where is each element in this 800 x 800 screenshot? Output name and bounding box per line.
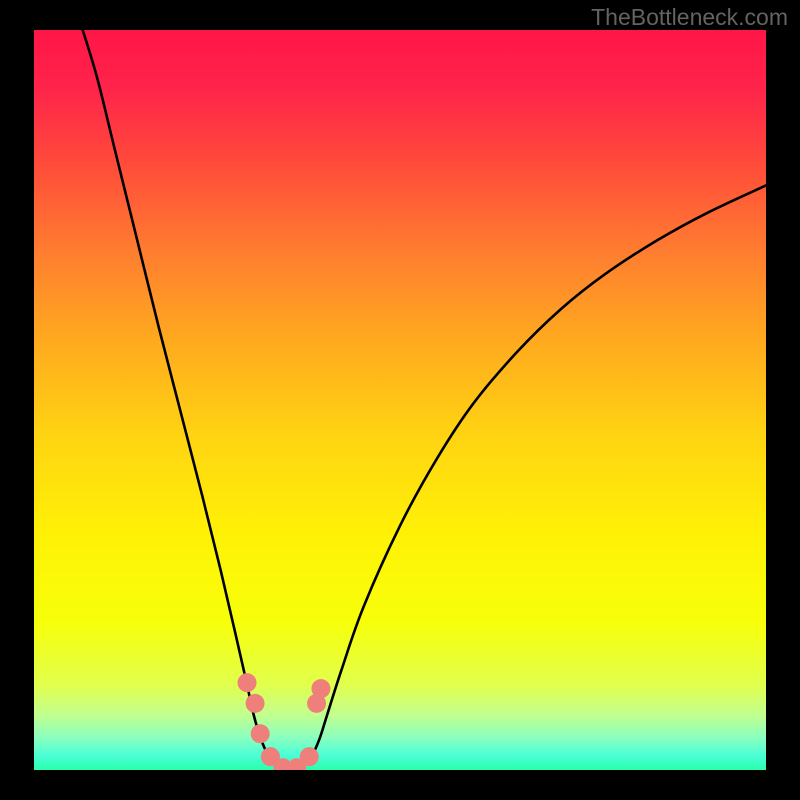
- chart-stage: TheBottleneck.com: [0, 0, 800, 800]
- bottleneck-chart: [0, 0, 800, 800]
- watermark-text: TheBottleneck.com: [591, 4, 788, 31]
- curve-marker: [238, 673, 257, 692]
- plot-background: [34, 30, 766, 770]
- curve-marker: [251, 724, 270, 743]
- curve-marker: [311, 679, 330, 698]
- curve-marker: [300, 747, 319, 766]
- curve-marker: [246, 694, 265, 713]
